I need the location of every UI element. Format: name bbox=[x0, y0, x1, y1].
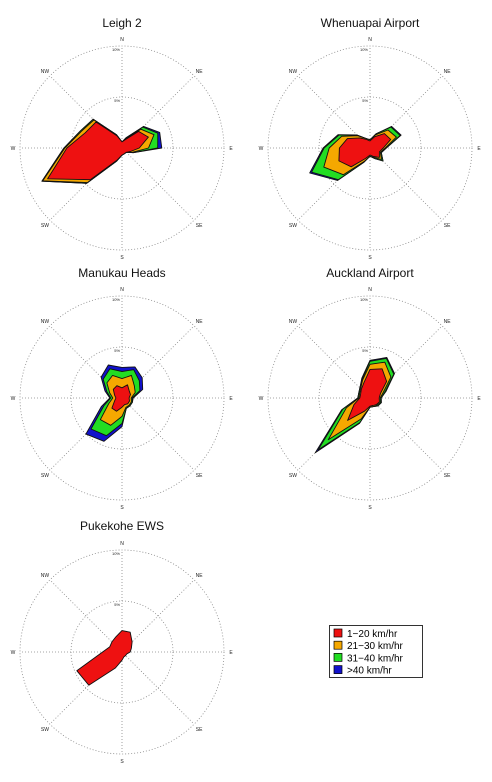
leigh-2-spoke-sw bbox=[49, 147, 123, 221]
manukau-heads-ring-label-1: 5% bbox=[114, 348, 120, 353]
auckland-airport-spoke-se bbox=[369, 397, 443, 471]
auckland-airport-label-se: SE bbox=[444, 473, 451, 479]
leigh-2-ring-label-1: 5% bbox=[114, 98, 120, 103]
manukau-heads-spoke-nw bbox=[49, 325, 123, 399]
legend-label-4: >40 km/hr bbox=[347, 666, 392, 677]
pukekohe-ews-label-n: N bbox=[120, 541, 124, 547]
auckland-airport-ring-label-1: 5% bbox=[362, 348, 368, 353]
pukekohe-ews-spoke-se bbox=[121, 651, 195, 725]
manukau-heads-label-w: W bbox=[11, 396, 16, 402]
legend-label-3: 31−40 km/hr bbox=[347, 653, 404, 664]
leigh-2-spoke-se bbox=[121, 147, 195, 221]
whenuapai-airport-label-sw: SW bbox=[289, 223, 297, 229]
legend-swatch-4 bbox=[333, 665, 343, 674]
auckland-airport-ring-2 bbox=[267, 295, 473, 501]
pukekohe-ews-label-e: E bbox=[229, 650, 233, 656]
pukekohe-ews-ring-label-2: 10% bbox=[112, 551, 120, 556]
auckland-airport-label-sw: SW bbox=[289, 473, 297, 479]
whenuapai-airport-label-n: N bbox=[368, 37, 372, 43]
manukau-heads-wind-rose: Manukau Heads N NE E SE S SW W NW 5% 10% bbox=[11, 266, 234, 511]
pukekohe-ews-spoke-nw bbox=[49, 579, 123, 653]
leigh-2-label-e: E bbox=[229, 146, 233, 152]
leigh-2-series-1-20 bbox=[47, 121, 149, 181]
pukekohe-ews-title: Pukekohe EWS bbox=[80, 519, 164, 533]
whenuapai-airport-title: Whenuapai Airport bbox=[321, 16, 420, 30]
pukekohe-ews-spoke-ne bbox=[121, 579, 195, 653]
whenuapai-airport-label-se: SE bbox=[444, 223, 451, 229]
manukau-heads-label-e: E bbox=[229, 396, 233, 402]
leigh-2-label-sw: SW bbox=[41, 223, 49, 229]
legend-label-1: 1−20 km/hr bbox=[347, 629, 398, 640]
whenuapai-airport-label-s: S bbox=[368, 255, 372, 261]
pukekohe-ews-label-ne: NE bbox=[196, 573, 204, 579]
leigh-2-spoke-ne bbox=[121, 75, 195, 149]
manukau-heads-label-n: N bbox=[120, 287, 124, 293]
pukekohe-ews-ring-label-1: 5% bbox=[114, 602, 120, 607]
manukau-heads-spoke-se bbox=[121, 397, 195, 471]
auckland-airport-spoke-nw bbox=[297, 325, 371, 399]
whenuapai-airport-spoke-se bbox=[369, 147, 443, 221]
manukau-heads-label-s: S bbox=[120, 505, 124, 511]
whenuapai-airport-series-1-20 bbox=[338, 133, 392, 168]
leigh-2-label-s: S bbox=[120, 255, 124, 261]
manukau-heads-label-nw: NW bbox=[41, 319, 50, 325]
pukekohe-ews-series-1-20 bbox=[76, 630, 133, 686]
leigh-2-label-se: SE bbox=[196, 223, 203, 229]
leigh-2-title: Leigh 2 bbox=[102, 16, 142, 30]
auckland-airport-title: Auckland Airport bbox=[326, 266, 414, 280]
manukau-heads-ring-label-2: 10% bbox=[112, 297, 120, 302]
legend-swatch-1 bbox=[333, 628, 343, 638]
whenuapai-airport-label-e: E bbox=[477, 146, 481, 152]
manukau-heads-title: Manukau Heads bbox=[78, 266, 165, 280]
auckland-airport-label-s: S bbox=[368, 505, 372, 511]
legend-swatch-2 bbox=[333, 640, 343, 650]
leigh-2-label-ne: NE bbox=[196, 69, 204, 75]
whenuapai-airport-ring-label-2: 10% bbox=[360, 47, 368, 52]
manukau-heads-label-sw: SW bbox=[41, 473, 49, 479]
whenuapai-airport-ring-2 bbox=[267, 45, 473, 251]
auckland-airport-label-ne: NE bbox=[444, 319, 452, 325]
auckland-airport-spoke-ne bbox=[369, 325, 443, 399]
legend-box bbox=[329, 625, 423, 678]
pukekohe-ews-spoke-sw bbox=[49, 651, 123, 725]
manukau-heads-series-1-20 bbox=[111, 384, 131, 412]
leigh-2-label-nw: NW bbox=[41, 69, 50, 75]
whenuapai-airport-label-w: W bbox=[259, 146, 264, 152]
whenuapai-airport-spoke-sw bbox=[297, 147, 371, 221]
manukau-heads-label-se: SE bbox=[196, 473, 203, 479]
legend-label-2: 21−30 km/hr bbox=[347, 641, 404, 652]
auckland-airport-label-w: W bbox=[259, 396, 264, 402]
auckland-airport-wind-rose: Auckland Airport N NE E SE S SW W NW 5% 10% bbox=[259, 266, 482, 511]
leigh-2-wind-rose: Leigh 2 N NE E SE S SW W NW 5% 10% bbox=[11, 16, 234, 261]
leigh-2-ring-label-2: 10% bbox=[112, 47, 120, 52]
leigh-2-spoke-nw bbox=[49, 75, 123, 149]
auckland-airport-label-nw: NW bbox=[289, 319, 298, 325]
auckland-airport-ring-label-2: 10% bbox=[360, 297, 368, 302]
auckland-airport-label-n: N bbox=[368, 287, 372, 293]
whenuapai-airport-wind-rose: Whenuapai Airport N NE E SE S SW W NW 5% 10% bbox=[259, 16, 482, 261]
whenuapai-airport-spoke-nw bbox=[297, 75, 371, 149]
whenuapai-airport-label-ne: NE bbox=[444, 69, 452, 75]
pukekohe-ews-ring-2 bbox=[19, 549, 225, 755]
pukekohe-ews-label-sw: SW bbox=[41, 727, 49, 733]
auckland-airport-label-e: E bbox=[477, 396, 481, 402]
manukau-heads-spoke-ne bbox=[121, 325, 195, 399]
whenuapai-airport-label-nw: NW bbox=[289, 69, 298, 75]
leigh-2-ring-2 bbox=[19, 45, 225, 251]
whenuapai-airport-spoke-ne bbox=[369, 75, 443, 149]
auckland-airport-series-1-20 bbox=[347, 368, 388, 421]
pukekohe-ews-label-w: W bbox=[11, 650, 16, 656]
whenuapai-airport-ring-label-1: 5% bbox=[362, 98, 368, 103]
manukau-heads-label-ne: NE bbox=[196, 319, 204, 325]
leigh-2-label-w: W bbox=[11, 146, 16, 152]
pukekohe-ews-wind-rose: Pukekohe EWS N NE E SE S SW W NW 5% 10% bbox=[11, 519, 234, 765]
pukekohe-ews-label-nw: NW bbox=[41, 573, 50, 579]
leigh-2-label-n: N bbox=[120, 37, 124, 43]
manukau-heads-ring-2 bbox=[19, 295, 225, 501]
pukekohe-ews-label-se: SE bbox=[196, 727, 203, 733]
legend-swatch-3 bbox=[333, 653, 343, 662]
pukekohe-ews-label-s: S bbox=[120, 759, 124, 765]
